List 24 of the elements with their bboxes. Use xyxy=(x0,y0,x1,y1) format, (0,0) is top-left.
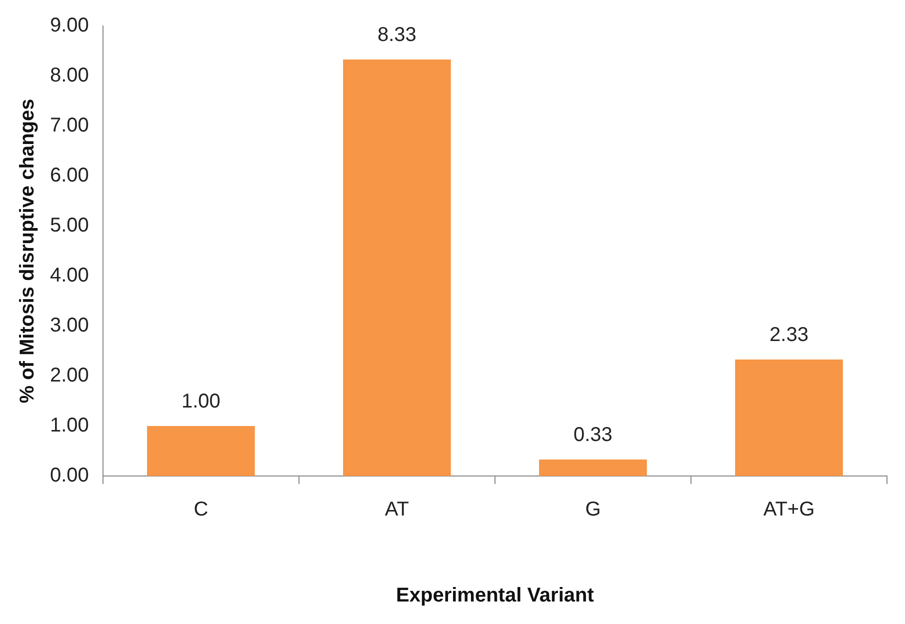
bar xyxy=(539,460,647,476)
y-axis-title: % of Mitosis disruptive changes xyxy=(16,98,39,404)
bar xyxy=(735,360,843,476)
y-tick-label: 4.00 xyxy=(50,264,89,287)
x-tick-label: C xyxy=(194,498,208,521)
x-tick-label: G xyxy=(585,498,601,521)
y-tick-label: 3.00 xyxy=(50,314,89,337)
y-tick-label: 2.00 xyxy=(50,364,89,387)
x-axis-title: Experimental Variant xyxy=(396,584,594,607)
y-tick-label: 8.00 xyxy=(50,64,89,87)
data-label: 1.00 xyxy=(181,390,220,413)
y-tick-label: 6.00 xyxy=(50,164,89,187)
data-label: 2.33 xyxy=(770,324,808,346)
data-label: 0.33 xyxy=(574,424,612,446)
y-tick-label: 0.00 xyxy=(50,464,89,487)
x-tick-label: AT+G xyxy=(763,498,815,521)
y-tick-label: 9.00 xyxy=(50,14,89,37)
x-tick-label: AT xyxy=(384,498,409,521)
y-tick-label: 5.00 xyxy=(50,214,89,237)
data-label: 8.33 xyxy=(377,24,416,46)
bar xyxy=(343,60,451,476)
y-tick-label: 1.00 xyxy=(50,414,89,437)
y-tick-label: 7.00 xyxy=(50,114,89,137)
bar xyxy=(147,426,255,476)
